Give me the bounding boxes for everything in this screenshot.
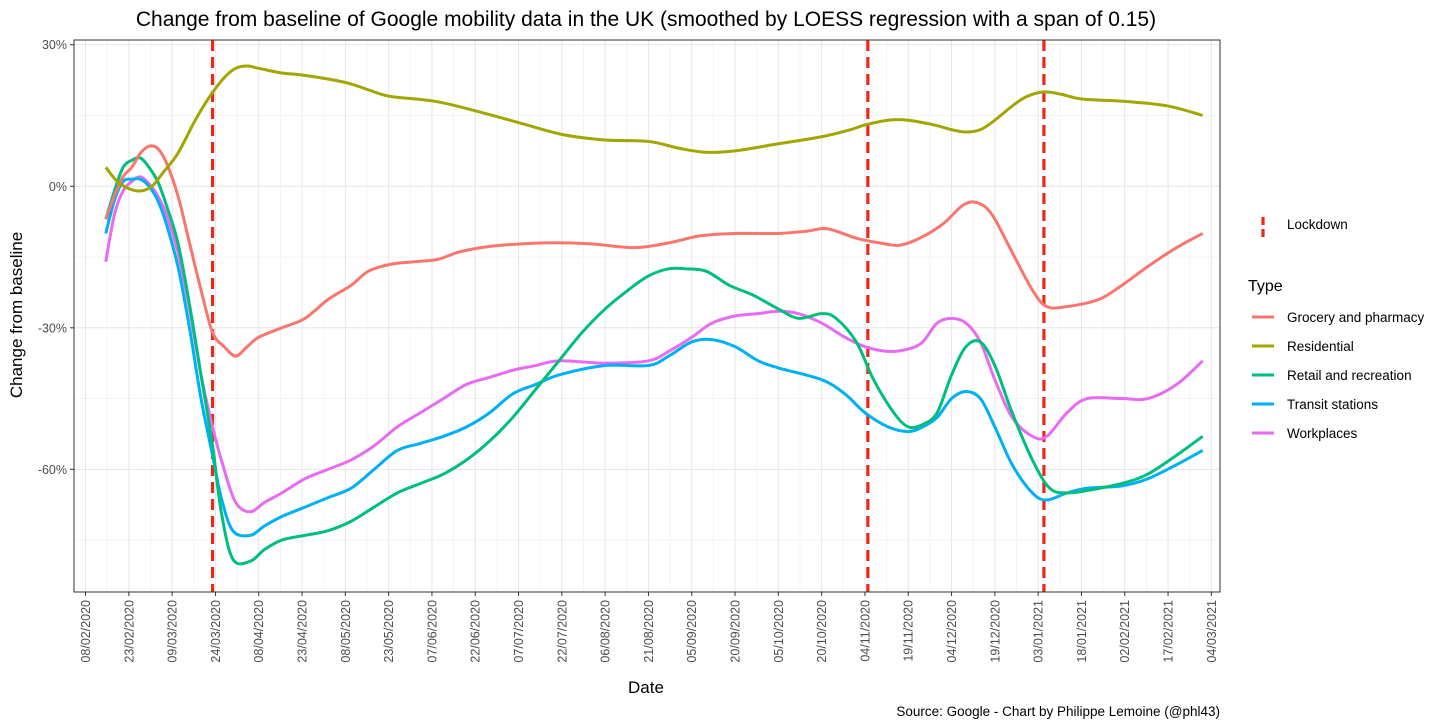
chart-title: Change from baseline of Google mobility … — [136, 8, 1156, 31]
x-axis-title: Date — [628, 678, 664, 697]
x-tick-label: 19/11/2020 — [902, 600, 916, 662]
legend-label-lockdown: Lockdown — [1287, 217, 1348, 232]
x-tick-label: 04/03/2021 — [1205, 600, 1219, 663]
x-tick-label: 23/05/2020 — [382, 600, 396, 663]
x-tick-label: 08/02/2020 — [79, 600, 93, 663]
x-tick-label: 08/05/2020 — [339, 600, 353, 663]
y-axis: 30% 0% -30% -60% — [38, 38, 74, 477]
y-tick-label: -30% — [38, 321, 67, 335]
legend-label: Grocery and pharmacy — [1287, 310, 1425, 325]
legend: Lockdown Type Grocery and pharmacy Resident… — [1248, 217, 1425, 441]
x-tick-label: 04/12/2020 — [945, 600, 959, 663]
x-tick-label: 18/01/2021 — [1075, 600, 1089, 663]
x-tick-label: 23/02/2020 — [122, 600, 136, 663]
x-tick-label: 21/08/2020 — [642, 600, 656, 663]
x-tick-label: 22/06/2020 — [469, 600, 483, 663]
y-tick-label: 0% — [49, 180, 67, 194]
y-tick-label: 30% — [42, 38, 67, 52]
legend-label: Residential — [1287, 339, 1354, 354]
series-line-grocery-and-pharmacy — [104, 144, 1204, 358]
series-line-retail-and-recreation — [104, 156, 1204, 566]
x-tick-label: 23/04/2020 — [296, 600, 310, 663]
x-tick-label: 02/02/2021 — [1118, 600, 1132, 663]
x-tick-label: 05/10/2020 — [772, 600, 786, 663]
x-tick-label: 19/12/2020 — [988, 600, 1002, 663]
series-lines — [104, 64, 1204, 566]
chart-caption: Source: Google - Chart by Philippe Lemoi… — [896, 704, 1220, 719]
legend-label: Transit stations — [1287, 397, 1378, 412]
x-tick-label: 24/03/2020 — [209, 600, 223, 663]
x-tick-label: 20/09/2020 — [729, 600, 743, 663]
x-tick-label: 08/04/2020 — [252, 600, 266, 663]
y-axis-title: Change from baseline — [7, 232, 26, 398]
x-tick-label: 20/10/2020 — [815, 600, 829, 663]
x-tick-label: 03/01/2021 — [1032, 600, 1046, 663]
x-tick-label: 06/08/2020 — [599, 600, 613, 663]
x-tick-label: 05/09/2020 — [685, 600, 699, 663]
y-tick-label: -60% — [38, 463, 67, 477]
x-tick-label: 22/07/2020 — [555, 600, 569, 663]
legend-label: Retail and recreation — [1287, 368, 1412, 383]
series-line-residential — [104, 64, 1204, 193]
minor-gridlines — [74, 40, 1220, 592]
major-gridlines — [74, 40, 1220, 592]
x-tick-label: 04/11/2020 — [858, 600, 872, 662]
series-line-transit-stations — [104, 177, 1204, 538]
x-axis: 08/02/2020 23/02/2020 09/03/2020 24/03/2020… — [79, 592, 1219, 663]
legend-title: Type — [1248, 278, 1283, 295]
x-tick-label: 17/02/2021 — [1162, 600, 1176, 663]
x-tick-label: 07/06/2020 — [425, 600, 439, 663]
plot-panel-border — [73, 39, 1221, 593]
legend-label: Workplaces — [1287, 426, 1358, 441]
x-tick-label: 09/03/2020 — [166, 600, 180, 663]
x-tick-label: 07/07/2020 — [512, 600, 526, 663]
